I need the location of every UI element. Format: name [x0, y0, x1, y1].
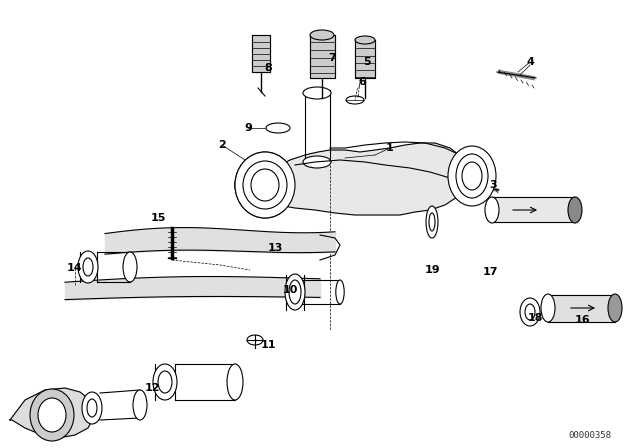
Ellipse shape: [429, 213, 435, 231]
Polygon shape: [355, 40, 375, 78]
Ellipse shape: [158, 371, 172, 393]
Ellipse shape: [251, 169, 279, 201]
Ellipse shape: [153, 364, 177, 400]
Ellipse shape: [82, 392, 102, 424]
Ellipse shape: [336, 280, 344, 304]
Ellipse shape: [568, 197, 582, 223]
Text: 8: 8: [264, 63, 272, 73]
Polygon shape: [252, 35, 270, 72]
Text: 4: 4: [526, 57, 534, 67]
Polygon shape: [240, 143, 470, 215]
Ellipse shape: [87, 399, 97, 417]
Polygon shape: [310, 35, 335, 78]
Ellipse shape: [346, 96, 364, 104]
Ellipse shape: [303, 156, 331, 168]
Ellipse shape: [133, 390, 147, 420]
Ellipse shape: [520, 298, 540, 326]
Ellipse shape: [291, 280, 300, 304]
Text: 14: 14: [67, 263, 83, 273]
Text: 11: 11: [260, 340, 276, 350]
Ellipse shape: [123, 252, 137, 282]
Ellipse shape: [608, 294, 622, 322]
Text: 00000358: 00000358: [568, 431, 611, 439]
Ellipse shape: [456, 154, 488, 198]
Text: 5: 5: [363, 57, 371, 67]
Text: 18: 18: [527, 313, 543, 323]
Ellipse shape: [285, 274, 305, 310]
Polygon shape: [492, 197, 575, 222]
Text: 7: 7: [328, 53, 336, 63]
Ellipse shape: [289, 280, 301, 304]
Text: 3: 3: [489, 180, 497, 190]
Text: 6: 6: [358, 77, 366, 87]
Text: 17: 17: [483, 267, 498, 277]
Ellipse shape: [235, 174, 245, 196]
Ellipse shape: [38, 398, 66, 432]
Ellipse shape: [541, 294, 555, 322]
Ellipse shape: [83, 258, 93, 276]
Polygon shape: [10, 388, 95, 438]
Text: 1: 1: [386, 143, 394, 153]
Ellipse shape: [78, 251, 98, 283]
Text: 13: 13: [268, 243, 283, 253]
Ellipse shape: [247, 335, 263, 345]
Text: 12: 12: [144, 383, 160, 393]
Ellipse shape: [448, 146, 496, 206]
Ellipse shape: [235, 152, 295, 218]
Ellipse shape: [243, 161, 287, 209]
Ellipse shape: [266, 123, 290, 133]
Ellipse shape: [227, 364, 243, 400]
Text: 10: 10: [282, 285, 298, 295]
Text: 15: 15: [150, 213, 166, 223]
Polygon shape: [548, 295, 615, 322]
Text: 16: 16: [574, 315, 590, 325]
Text: 9: 9: [244, 123, 252, 133]
Ellipse shape: [310, 30, 334, 40]
Text: 19: 19: [424, 265, 440, 275]
Ellipse shape: [426, 206, 438, 238]
Ellipse shape: [303, 87, 331, 99]
Ellipse shape: [525, 304, 535, 320]
Text: 2: 2: [218, 140, 226, 150]
Ellipse shape: [462, 162, 482, 190]
Ellipse shape: [30, 389, 74, 441]
Ellipse shape: [485, 197, 499, 223]
Ellipse shape: [355, 36, 375, 44]
